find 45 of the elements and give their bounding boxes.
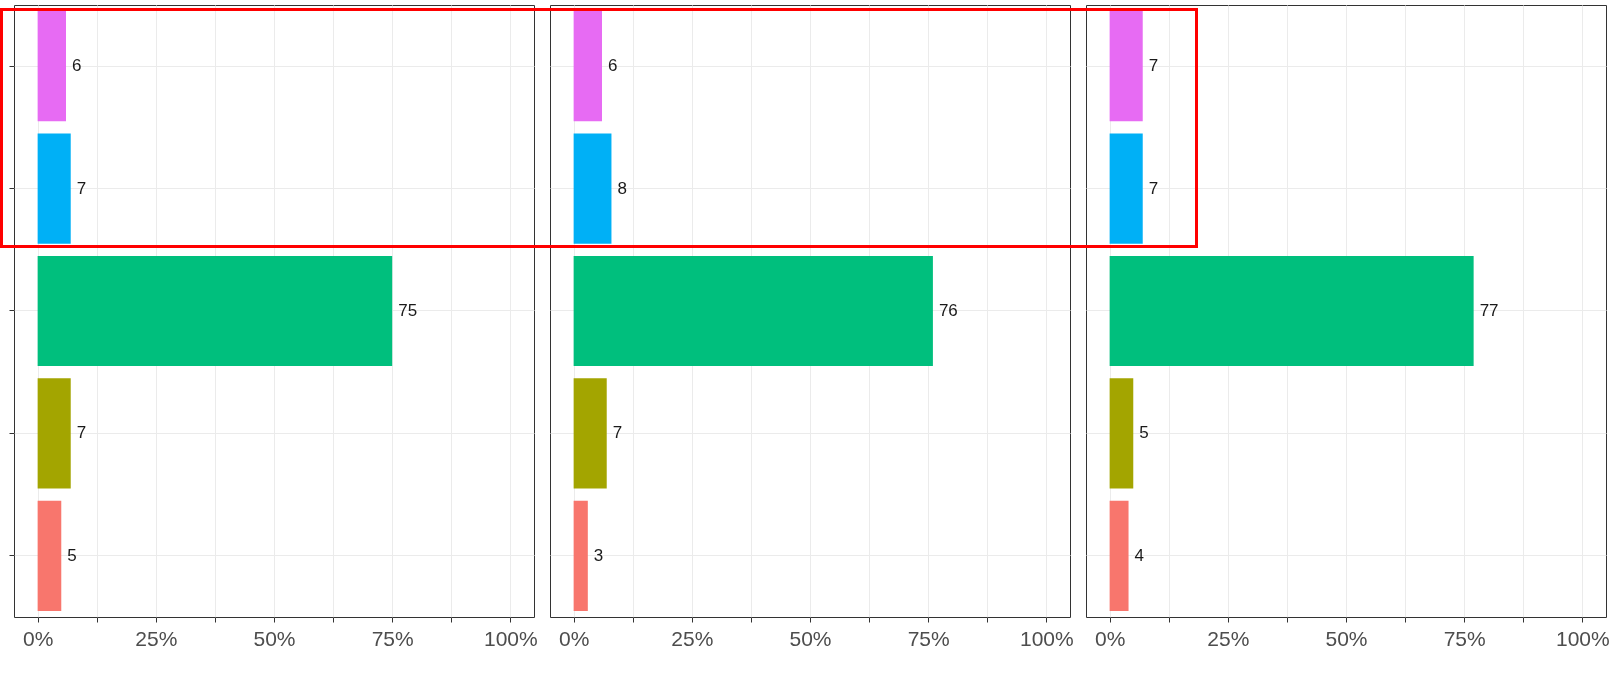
bar: [1109, 500, 1129, 611]
bar: [1109, 133, 1143, 244]
x-tick-label: 50%: [253, 626, 296, 650]
bar: [573, 133, 612, 244]
x-tick-label: 75%: [1443, 626, 1486, 650]
data-label: 5: [67, 545, 77, 565]
data-label: 5: [1139, 423, 1149, 443]
bar: [1109, 11, 1143, 122]
data-label: 7: [76, 423, 87, 443]
bar: [1109, 255, 1474, 367]
data-label: 77: [1479, 301, 1499, 320]
x-tick-label: 0%: [22, 626, 54, 650]
data-label: 8: [617, 178, 627, 198]
x-tick-label: 25%: [1207, 626, 1250, 650]
x-tick-label: 0%: [558, 626, 590, 650]
bar: [37, 500, 62, 611]
x-tick-label: 50%: [1325, 626, 1368, 650]
data-label: 6: [72, 56, 82, 76]
bar: [573, 255, 933, 367]
bar: [37, 133, 71, 244]
x-tick-label: 100%: [1020, 626, 1074, 650]
data-label: 7: [1148, 178, 1159, 198]
x-tick-label: 25%: [135, 626, 178, 650]
bar: [37, 255, 393, 367]
data-label: 4: [1134, 545, 1145, 565]
data-label: 75: [398, 301, 418, 320]
x-tick-label: 100%: [484, 626, 538, 650]
x-tick-label: 0%: [1094, 626, 1126, 650]
bar: [1109, 378, 1134, 489]
data-label: 7: [1148, 56, 1159, 76]
bar: [573, 500, 588, 611]
x-tick-label: 25%: [671, 626, 714, 650]
bar: [573, 11, 602, 122]
data-label: 3: [593, 545, 604, 565]
bar: [37, 11, 66, 122]
bar: [573, 378, 607, 489]
x-tick-label: 50%: [789, 626, 832, 650]
data-label: 7: [612, 423, 623, 443]
x-tick-label: 75%: [907, 626, 950, 650]
x-tick-label: 100%: [1556, 626, 1610, 650]
bar: [37, 378, 71, 489]
data-label: 6: [608, 56, 618, 76]
x-tick-label: 75%: [371, 626, 414, 650]
data-label: 7: [76, 178, 87, 198]
data-label: 76: [938, 301, 958, 320]
